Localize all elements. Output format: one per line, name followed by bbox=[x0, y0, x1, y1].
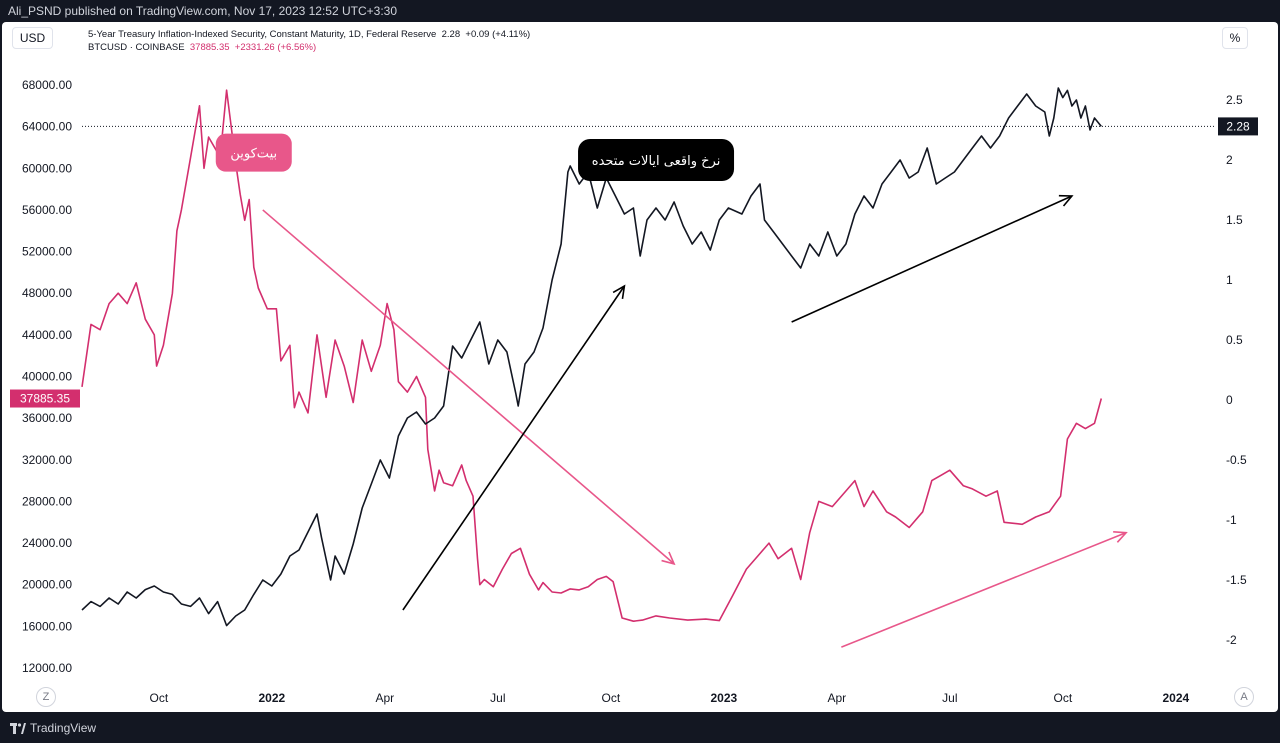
legend-btc-change: +2331.26 (+6.56%) bbox=[234, 42, 317, 53]
left-axis-tick-label: 64000.00 bbox=[22, 120, 72, 134]
right-axis-tick-label: 1 bbox=[1226, 273, 1233, 287]
btc-last-price-tag bbox=[10, 389, 80, 408]
btc-series-line bbox=[81, 89, 1103, 622]
left-axis-tick-label: 44000.00 bbox=[22, 328, 72, 342]
x-axis-tick-label: Apr bbox=[375, 691, 394, 705]
tips-annotation-box bbox=[578, 139, 735, 181]
tradingview-logo-icon bbox=[10, 722, 26, 734]
left-axis-tick-label: 36000.00 bbox=[22, 411, 72, 425]
right-axis-tick-label: -2 bbox=[1226, 633, 1237, 647]
tips-last-price-tag bbox=[1218, 117, 1258, 136]
left-axis-tick-label: 52000.00 bbox=[22, 245, 72, 259]
chart-canvas[interactable]: 68000.00 64000.00 60000.00 56000.00 52000.00… bbox=[2, 22, 1278, 712]
left-axis-tick-label: 32000.00 bbox=[22, 453, 72, 467]
trend-arrow-line bbox=[402, 285, 626, 611]
trend-arrow-head bbox=[1113, 530, 1128, 543]
trend-arrow-head bbox=[612, 284, 626, 299]
left-axis-tick-label: 28000.00 bbox=[22, 494, 72, 508]
trend-arrow-head bbox=[1058, 194, 1074, 207]
currency-button[interactable]: USD bbox=[12, 27, 53, 49]
right-axis-tick-label: -1 bbox=[1226, 513, 1237, 527]
tips-annotation-text: نرخ واقعی ایالات متحده bbox=[592, 154, 721, 169]
right-axis-tick-label: 2 bbox=[1226, 153, 1233, 167]
x-axis-tick-label: 2023 bbox=[710, 691, 737, 705]
x-axis-tick-label: Oct bbox=[150, 691, 169, 705]
x-axis-tick-label: Oct bbox=[1054, 691, 1073, 705]
btc-last-price-text: 37885.35 bbox=[20, 392, 70, 406]
legend-tips-value: 2.28 bbox=[441, 29, 461, 40]
x-axis-tick-label: 2022 bbox=[258, 691, 285, 705]
publisher-bar: Ali_PSND published on TradingView.com, N… bbox=[0, 0, 1280, 22]
legend-tips-title: 5-Year Treasury Inflation-Indexed Securi… bbox=[88, 29, 437, 40]
chart-frame[interactable]: 68000.00 64000.00 60000.00 56000.00 52000.00… bbox=[2, 22, 1278, 712]
left-axis-tick-label: 60000.00 bbox=[22, 161, 72, 175]
publisher-text: Ali_PSND published on TradingView.com, N… bbox=[8, 4, 398, 18]
trend-arrow-line bbox=[791, 195, 1073, 323]
tradingview-logo[interactable]: TradingView bbox=[10, 721, 96, 735]
x-axis-tick-label: Oct bbox=[602, 691, 621, 705]
left-axis-tick-label: 40000.00 bbox=[22, 370, 72, 384]
left-axis-tick-label: 12000.00 bbox=[22, 661, 72, 675]
left-axis-tick-label: 24000.00 bbox=[22, 536, 72, 550]
right-axis-tick-label: 0 bbox=[1226, 393, 1233, 407]
left-axis-tick-label: 56000.00 bbox=[22, 203, 72, 217]
right-axis-tick-label: -0.5 bbox=[1226, 453, 1247, 467]
x-axis-tick-label: Apr bbox=[827, 691, 846, 705]
left-axis-tick-label: 68000.00 bbox=[22, 78, 72, 92]
legend-btc-value: 37885.35 bbox=[189, 42, 230, 53]
x-axis-tick-label: Jul bbox=[490, 691, 505, 705]
legend-btc: BTCUSD · COINBASE 37885.35 +2331.26 (+6.… bbox=[88, 41, 530, 54]
trend-arrow-line bbox=[841, 531, 1127, 648]
right-axis-tick-label: 1.5 bbox=[1226, 213, 1243, 227]
legend-tips: 5-Year Treasury Inflation-Indexed Securi… bbox=[88, 28, 530, 41]
legend-tips-change: +0.09 (+4.11%) bbox=[465, 29, 531, 40]
x-axis-tick-label: Jul bbox=[942, 691, 957, 705]
right-axis-tick-label: -1.5 bbox=[1226, 573, 1247, 587]
footer-bar: TradingView bbox=[0, 712, 1280, 743]
x-axis-tick-label: 2024 bbox=[1162, 691, 1189, 705]
btc-annotation-box bbox=[215, 133, 292, 172]
btc-annotation-text: بیت‌کوین bbox=[230, 147, 277, 162]
left-axis-tick-label: 16000.00 bbox=[22, 619, 72, 633]
trend-arrow-line bbox=[262, 209, 675, 565]
right-axis-tick-label: 2.5 bbox=[1226, 93, 1243, 107]
auto-scale-button[interactable]: A bbox=[1234, 687, 1254, 707]
left-axis-tick-label: 20000.00 bbox=[22, 578, 72, 592]
left-axis-tick-label: 48000.00 bbox=[22, 286, 72, 300]
tradingview-brand: TradingView bbox=[30, 721, 97, 735]
legend-btc-title: BTCUSD · COINBASE bbox=[88, 42, 185, 53]
trend-arrow-head bbox=[661, 551, 676, 566]
chart-legend: 5-Year Treasury Inflation-Indexed Securi… bbox=[88, 28, 530, 54]
tips-last-price-text: 2.28 bbox=[1226, 119, 1250, 133]
zoom-button[interactable]: Z bbox=[36, 687, 56, 707]
percent-scale-button[interactable]: % bbox=[1222, 27, 1248, 49]
right-axis-tick-label: 0.5 bbox=[1226, 333, 1243, 347]
